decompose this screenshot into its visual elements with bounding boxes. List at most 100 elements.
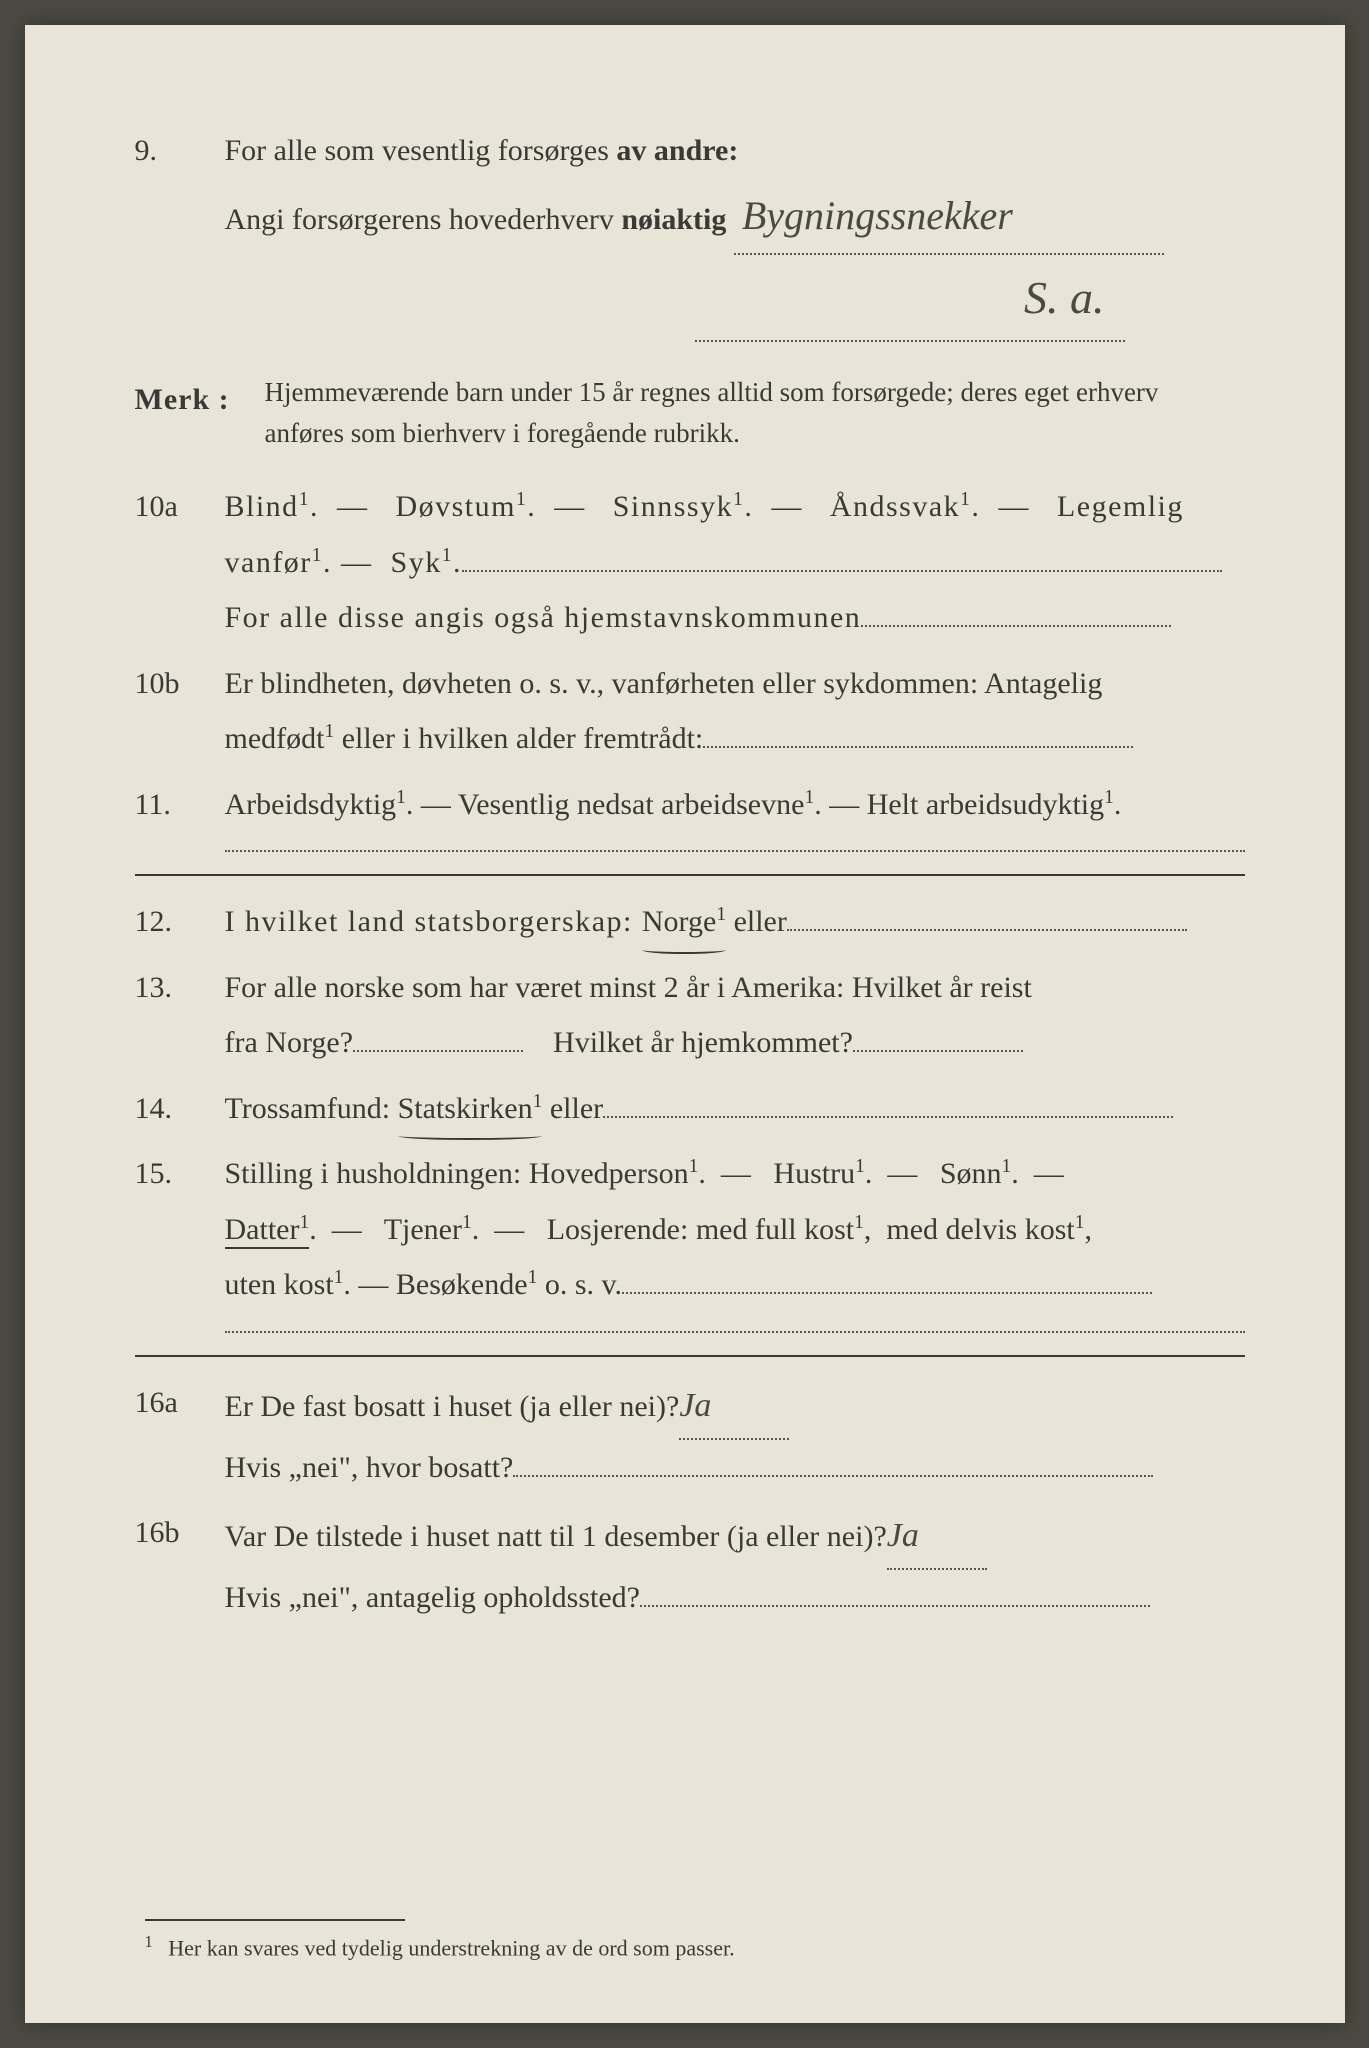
q15-sonn: Sønn <box>940 1157 1002 1190</box>
q16b-body: Var De tilstede i huset natt til 1 desem… <box>225 1505 1245 1625</box>
merk-note: Merk : Hjemmeværende barn under 15 år re… <box>135 372 1245 456</box>
sup: 1 <box>324 721 334 742</box>
sup: 1 <box>299 1212 309 1233</box>
q12-text-a: I hvilket land statsborgerskap: <box>225 905 642 938</box>
q14-text-a: Trossamfund: <box>225 1092 398 1125</box>
q15-text-a: Stilling i husholdningen: Hovedperson <box>225 1157 689 1190</box>
q16a-fill[interactable] <box>513 1475 1153 1477</box>
q13-fill2[interactable] <box>853 1050 1023 1052</box>
q12-fill[interactable] <box>787 929 1187 931</box>
q16b-text: Var De tilstede i huset natt til 1 desem… <box>225 1520 887 1553</box>
q10a-andssvak: Åndssvak <box>830 490 960 523</box>
sup: 1 <box>462 1212 472 1233</box>
sup: 1 <box>854 1212 864 1233</box>
q9-line2-bold: nøiaktig <box>621 203 726 236</box>
merk-text: Hjemmeværende barn under 15 år regnes al… <box>265 372 1245 456</box>
q10a-syk: Syk <box>391 546 442 579</box>
q15-datter-underlined: Datter1 <box>225 1213 310 1249</box>
q10a-fill2[interactable] <box>861 625 1171 627</box>
q11-a: Arbeidsdyktig <box>225 788 397 821</box>
divider-solid-1 <box>135 874 1245 876</box>
q9-answer-field-2[interactable]: S. a. <box>695 255 1125 342</box>
sup: 1 <box>299 489 310 510</box>
census-form-page: 9. For alle som vesentlig forsørges av a… <box>25 25 1345 2023</box>
sup: 1 <box>533 1091 543 1112</box>
q15-datter: Datter <box>225 1213 300 1246</box>
q15-besok: Besøkende <box>396 1268 528 1301</box>
q10a-legemlig: Legemlig <box>1057 490 1184 523</box>
q10b-fill[interactable] <box>703 746 1133 748</box>
q16a-text: Er De fast bosatt i huset (ja eller nei)… <box>225 1390 680 1423</box>
q14-fill[interactable] <box>603 1116 1173 1118</box>
q11-b: Vesentlig nedsat arbeidsevne <box>458 788 805 821</box>
sup: 1 <box>1075 1212 1085 1233</box>
q11-c: Helt arbeidsudyktig <box>867 788 1104 821</box>
question-11: 11. Arbeidsdyktig1. — Vesentlig nedsat a… <box>135 777 1245 833</box>
q10a-fill[interactable] <box>462 570 1222 572</box>
q10b-text2b: eller i hvilken alder fremtrådt: <box>334 722 703 755</box>
question-9: 9. For alle som vesentlig forsørges av a… <box>135 123 1245 342</box>
q11-body: Arbeidsdyktig1. — Vesentlig nedsat arbei… <box>225 777 1245 833</box>
sup: 1 <box>334 1267 344 1288</box>
q15-fill[interactable] <box>622 1292 1152 1294</box>
q14-number: 14. <box>135 1081 225 1137</box>
sup: 1 <box>689 1156 699 1177</box>
q15-losj: Losjerende: med full kost <box>547 1213 854 1246</box>
q10a-body: Blind1. — Døvstum1. — Sinnssyk1. — Åndss… <box>225 479 1245 646</box>
footnote-num: 1 <box>145 1932 153 1951</box>
q14-statskirken: Statskirken <box>398 1092 533 1125</box>
q12-number: 12. <box>135 894 225 950</box>
q16a-body: Er De fast bosatt i huset (ja eller nei)… <box>225 1375 1245 1495</box>
q9-answer-field[interactable]: Bygningssnekker <box>734 179 1164 255</box>
q12-norge: Norge <box>642 905 716 938</box>
q14-text-b: eller <box>550 1092 603 1125</box>
q16a-hand: Ja <box>679 1387 711 1424</box>
q10a-blind: Blind <box>225 490 299 523</box>
q16b-hand: Ja <box>887 1517 919 1554</box>
divider-dotted <box>225 850 1245 852</box>
q15-hustru: Hustru <box>773 1157 855 1190</box>
q9-line2-text: Angi forsørgerens hovederhverv <box>225 203 622 236</box>
merk-label: Merk : <box>135 372 265 456</box>
question-10b: 10b Er blindheten, døvheten o. s. v., va… <box>135 656 1245 767</box>
q14-statskirken-underlined: Statskirken1 <box>398 1081 543 1137</box>
question-15: 15. Stilling i husholdningen: Hovedperso… <box>135 1146 1245 1313</box>
q16b-number: 16b <box>135 1505 225 1625</box>
q10b-text1: Er blindheten, døvheten o. s. v., vanfør… <box>225 667 1103 700</box>
q13-fill1[interactable] <box>353 1050 523 1052</box>
q10b-text2a: medfødt <box>225 722 325 755</box>
q13-line2b: Hvilket år hjemkommet? <box>553 1026 853 1059</box>
q10b-body: Er blindheten, døvheten o. s. v., vanfør… <box>225 656 1245 767</box>
question-13: 13. For alle norske som har været minst … <box>135 960 1245 1071</box>
q10a-line3: For alle disse angis også hjemstavnskomm… <box>225 601 862 634</box>
question-16a: 16a Er De fast bosatt i huset (ja eller … <box>135 1375 1245 1495</box>
q12-text-b: eller <box>734 905 787 938</box>
sup: 1 <box>1002 1156 1012 1177</box>
q9-line1-bold: av andre: <box>616 134 738 167</box>
q15-body: Stilling i husholdningen: Hovedperson1. … <box>225 1146 1245 1313</box>
q15-uten: uten kost <box>225 1268 334 1301</box>
q15-number: 15. <box>135 1146 225 1313</box>
q9-body: For alle som vesentlig forsørges av andr… <box>225 123 1245 342</box>
sup: 1 <box>396 787 406 808</box>
sup: 1 <box>528 1267 538 1288</box>
q10a-dovstum: Døvstum <box>395 490 516 523</box>
q13-number: 13. <box>135 960 225 1071</box>
q12-body: I hvilket land statsborgerskap: Norge1 e… <box>225 894 1245 950</box>
sup: 1 <box>716 904 726 925</box>
q15-tjener: Tjener <box>384 1213 462 1246</box>
q10a-vanfor: vanfør <box>225 546 312 579</box>
q16b-fill[interactable] <box>640 1605 1150 1607</box>
q16a-answer[interactable]: Ja <box>679 1375 789 1440</box>
sup: 1 <box>733 489 744 510</box>
q9-line1-text: For alle som vesentlig forsørges <box>225 134 617 167</box>
q9-number: 9. <box>135 123 225 342</box>
q10b-number: 10b <box>135 656 225 767</box>
divider-solid-2 <box>135 1355 1245 1357</box>
divider-dotted-2 <box>225 1331 1245 1333</box>
q16b-answer[interactable]: Ja <box>887 1505 987 1570</box>
q9-handwritten: Bygningssnekker <box>742 179 1013 253</box>
q13-line2a: fra Norge? <box>225 1026 354 1059</box>
q13-body: For alle norske som har været minst 2 år… <box>225 960 1245 1071</box>
footnote-rule <box>145 1919 405 1921</box>
